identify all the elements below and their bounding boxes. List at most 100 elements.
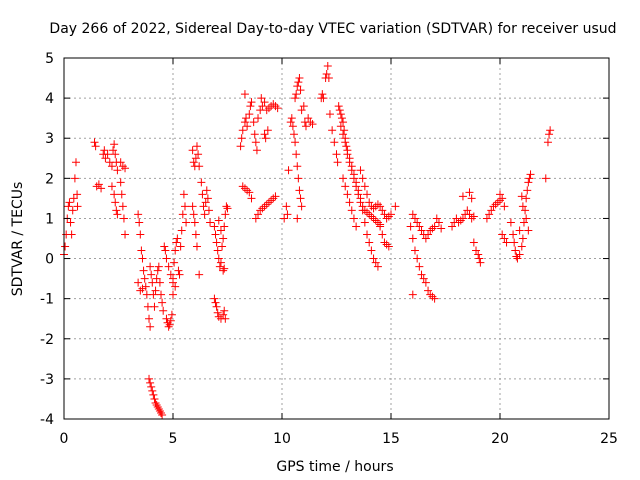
data-point bbox=[458, 214, 467, 223]
data-point bbox=[103, 150, 112, 159]
data-point bbox=[339, 130, 348, 139]
data-point bbox=[434, 218, 443, 227]
data-point bbox=[167, 310, 176, 319]
data-point bbox=[291, 138, 300, 147]
data-point bbox=[162, 314, 171, 323]
plot-frame bbox=[63, 57, 610, 420]
data-point bbox=[289, 130, 298, 139]
data-point bbox=[367, 212, 376, 221]
data-point bbox=[147, 270, 156, 279]
data-point bbox=[176, 242, 185, 251]
data-point bbox=[371, 258, 380, 267]
data-point bbox=[220, 222, 229, 231]
data-point bbox=[339, 118, 348, 127]
data-point bbox=[293, 162, 302, 171]
data-point bbox=[373, 218, 382, 227]
data-point bbox=[97, 184, 106, 193]
data-point bbox=[288, 122, 297, 131]
data-point bbox=[249, 118, 258, 127]
y-tick-label: -3 bbox=[40, 372, 54, 388]
data-point bbox=[192, 242, 201, 251]
data-point bbox=[136, 230, 145, 239]
data-point bbox=[384, 242, 393, 251]
data-point bbox=[352, 222, 361, 231]
data-point bbox=[66, 218, 75, 227]
data-point bbox=[67, 230, 76, 239]
data-point bbox=[158, 298, 167, 307]
data-point bbox=[147, 382, 156, 391]
data-point bbox=[121, 230, 130, 239]
data-point bbox=[336, 122, 345, 131]
data-point bbox=[165, 320, 174, 329]
data-point bbox=[415, 222, 424, 231]
x-tick-label: 0 bbox=[60, 431, 69, 447]
data-point bbox=[421, 234, 430, 243]
data-point bbox=[220, 306, 229, 315]
x-tick-label: 10 bbox=[273, 431, 291, 447]
data-point bbox=[237, 134, 246, 143]
data-point bbox=[328, 126, 337, 135]
data-point bbox=[65, 198, 74, 207]
data-point bbox=[297, 202, 306, 211]
data-point bbox=[216, 226, 225, 235]
y-tick-label: 4 bbox=[45, 91, 54, 107]
data-point bbox=[482, 214, 491, 223]
data-point bbox=[330, 138, 339, 147]
data-point bbox=[107, 182, 116, 191]
data-point bbox=[343, 146, 352, 155]
y-tick-label: 1 bbox=[45, 211, 54, 227]
data-point bbox=[424, 230, 433, 239]
data-point bbox=[428, 292, 437, 301]
data-point bbox=[363, 230, 372, 239]
data-point bbox=[382, 214, 391, 223]
data-point bbox=[172, 238, 181, 247]
data-point bbox=[378, 206, 387, 215]
data-point bbox=[458, 192, 467, 201]
data-point bbox=[292, 90, 301, 99]
data-point bbox=[107, 162, 116, 171]
data-point bbox=[306, 118, 315, 127]
data-point bbox=[417, 226, 426, 235]
data-point bbox=[145, 314, 154, 323]
data-point bbox=[215, 262, 224, 271]
data-point bbox=[157, 408, 166, 417]
data-point bbox=[111, 198, 120, 207]
data-point bbox=[73, 190, 82, 199]
data-point bbox=[149, 290, 158, 299]
data-point bbox=[426, 226, 435, 235]
data-point bbox=[513, 254, 522, 263]
data-point bbox=[219, 266, 228, 275]
data-point bbox=[506, 218, 515, 227]
data-point bbox=[260, 130, 269, 139]
data-point bbox=[518, 202, 527, 211]
data-point bbox=[148, 386, 157, 395]
data-point bbox=[406, 222, 415, 231]
data-point bbox=[164, 262, 173, 271]
data-point bbox=[175, 270, 184, 279]
data-point bbox=[151, 286, 160, 295]
data-point bbox=[500, 202, 509, 211]
data-point bbox=[189, 210, 198, 219]
data-point bbox=[159, 306, 168, 315]
data-point bbox=[254, 114, 263, 123]
data-point bbox=[177, 226, 186, 235]
data-point bbox=[171, 282, 180, 291]
data-point bbox=[197, 178, 206, 187]
data-point bbox=[201, 198, 210, 207]
data-point bbox=[283, 210, 292, 219]
data-point bbox=[141, 282, 150, 291]
data-point bbox=[251, 214, 260, 223]
data-point bbox=[387, 210, 395, 219]
data-point bbox=[521, 206, 530, 215]
data-point bbox=[212, 238, 221, 247]
data-point bbox=[293, 82, 302, 91]
data-point bbox=[339, 174, 348, 183]
data-point bbox=[152, 274, 161, 283]
data-point bbox=[294, 174, 303, 183]
data-point bbox=[112, 206, 121, 215]
data-point bbox=[166, 316, 175, 325]
data-point bbox=[517, 192, 526, 201]
data-point bbox=[116, 158, 125, 167]
data-point bbox=[410, 214, 419, 223]
data-point bbox=[358, 174, 367, 183]
